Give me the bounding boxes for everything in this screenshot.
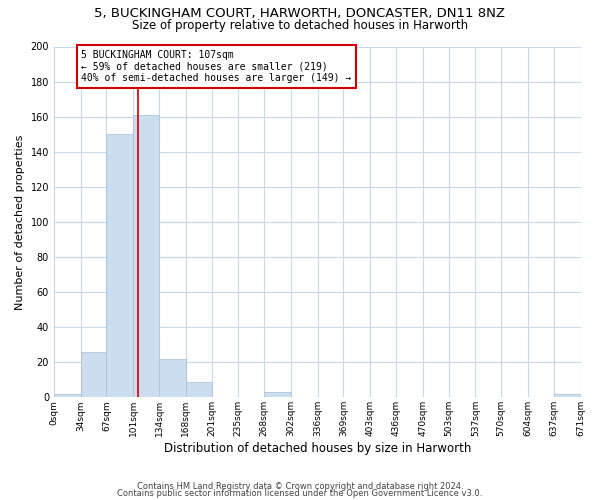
Text: 5, BUCKINGHAM COURT, HARWORTH, DONCASTER, DN11 8NZ: 5, BUCKINGHAM COURT, HARWORTH, DONCASTER…	[95, 8, 505, 20]
Text: Size of property relative to detached houses in Harworth: Size of property relative to detached ho…	[132, 19, 468, 32]
Bar	[54, 394, 80, 398]
Text: 5 BUCKINGHAM COURT: 107sqm
← 59% of detached houses are smaller (219)
40% of sem: 5 BUCKINGHAM COURT: 107sqm ← 59% of deta…	[82, 50, 352, 83]
Bar	[80, 352, 106, 398]
X-axis label: Distribution of detached houses by size in Harworth: Distribution of detached houses by size …	[164, 442, 471, 455]
Bar	[159, 358, 186, 398]
Bar	[106, 134, 133, 398]
Text: Contains public sector information licensed under the Open Government Licence v3: Contains public sector information licen…	[118, 489, 482, 498]
Bar	[264, 392, 291, 398]
Bar	[133, 115, 159, 398]
Bar	[186, 382, 212, 398]
Text: Contains HM Land Registry data © Crown copyright and database right 2024.: Contains HM Land Registry data © Crown c…	[137, 482, 463, 491]
Y-axis label: Number of detached properties: Number of detached properties	[15, 134, 25, 310]
Bar	[554, 394, 581, 398]
